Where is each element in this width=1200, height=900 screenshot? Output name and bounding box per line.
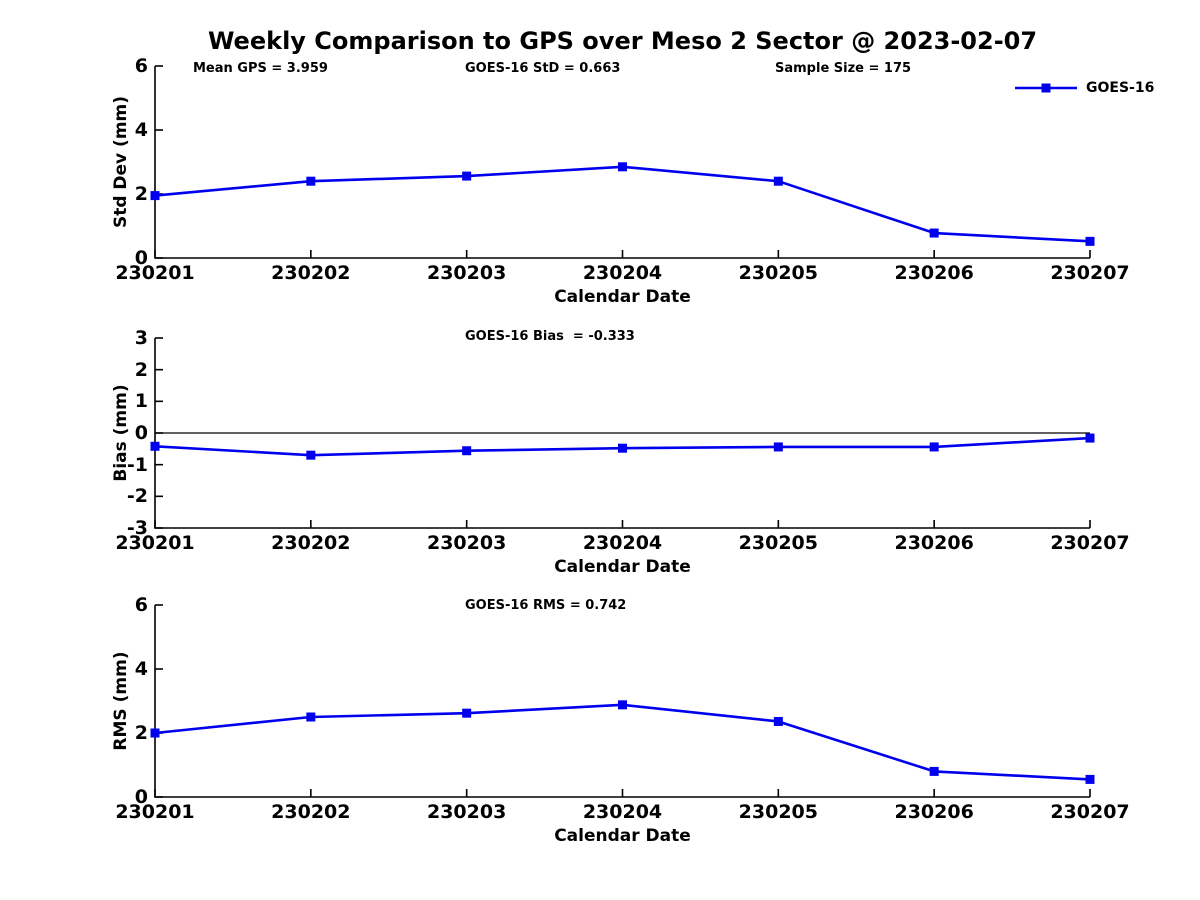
rms-x-tick-label: 230201 (115, 801, 195, 823)
bias-x-tick-label: 230203 (426, 532, 507, 554)
stddev-y-tick-label: 2 (134, 183, 148, 205)
rms-y-tick-label: 2 (134, 722, 148, 744)
bias-y-tick-label: -1 (126, 453, 148, 476)
figure-title: Weekly Comparison to GPS over Meso 2 Sec… (207, 27, 1038, 55)
bias-y-tick-label: 1 (134, 390, 148, 413)
rms-y-tick-label: 6 (134, 594, 148, 616)
stddev-x-tick-label: 230205 (738, 262, 818, 284)
legend: GOES-16 (1015, 80, 1154, 96)
stddev-y-tick-label: 0 (134, 247, 148, 269)
stddev-y-tick-label: 6 (134, 55, 148, 77)
bias-plot (150, 337, 1095, 529)
xlabel-calendar-date-3: Calendar Date (554, 826, 691, 846)
stddev-y-tick-label: 4 (134, 119, 148, 141)
stddev-x-tick-label: 230207 (1050, 262, 1130, 284)
rms-x-tick-label: 230205 (738, 801, 818, 823)
annotation-sample-size: Sample Size = 175 (775, 61, 912, 76)
stddev-x-tick-label: 230204 (582, 262, 663, 284)
bias-y-tick-label: 0 (134, 422, 148, 444)
stddev-plot (150, 65, 1095, 259)
stddev-x-tick-label: 230206 (894, 262, 974, 284)
bias-x-tick-label: 230202 (271, 532, 351, 554)
bias-y-tick-label: -3 (126, 517, 148, 539)
annotation-goes16-bias: GOES-16 Bias = -0.333 (465, 329, 635, 344)
bias-y-tick-label: 3 (134, 327, 148, 349)
stddev-x-tick-label: 230202 (271, 262, 351, 284)
legend-label: GOES-16 (1086, 80, 1155, 96)
stddev-x-tick-label: 230203 (426, 262, 507, 284)
rms-plot (150, 604, 1095, 798)
annotation-goes16-rms: GOES-16 RMS = 0.742 (465, 598, 627, 613)
rms-y-tick-label: 4 (134, 658, 148, 680)
bias-x-tick-label: 230201 (115, 532, 195, 554)
rms-x-tick-label: 230204 (582, 801, 663, 823)
bias-y-tick-label: -2 (126, 485, 148, 508)
rms-x-tick-label: 230206 (894, 801, 974, 823)
annotation-mean-gps: Mean GPS = 3.959 (193, 61, 328, 76)
rms-x-tick-label: 230207 (1050, 801, 1130, 823)
legend-line-marker-icon (1015, 83, 1077, 93)
bias-x-tick-label: 230205 (738, 532, 818, 554)
rms-x-tick-label: 230202 (271, 801, 351, 823)
rms-x-tick-label: 230203 (426, 801, 507, 823)
xlabel-calendar-date-2: Calendar Date (554, 557, 691, 577)
bias-y-tick-label: 2 (134, 358, 148, 381)
ylabel-std-dev: Std Dev (mm) (111, 95, 131, 229)
bias-x-tick-label: 230204 (582, 532, 663, 554)
annotation-goes16-std: GOES-16 StD = 0.663 (465, 61, 621, 76)
xlabel-calendar-date-1: Calendar Date (554, 287, 691, 307)
rms-y-tick-label: 0 (134, 786, 148, 808)
bias-x-tick-label: 230207 (1050, 532, 1130, 554)
bias-x-tick-label: 230206 (894, 532, 974, 554)
stddev-x-tick-label: 230201 (115, 262, 195, 284)
